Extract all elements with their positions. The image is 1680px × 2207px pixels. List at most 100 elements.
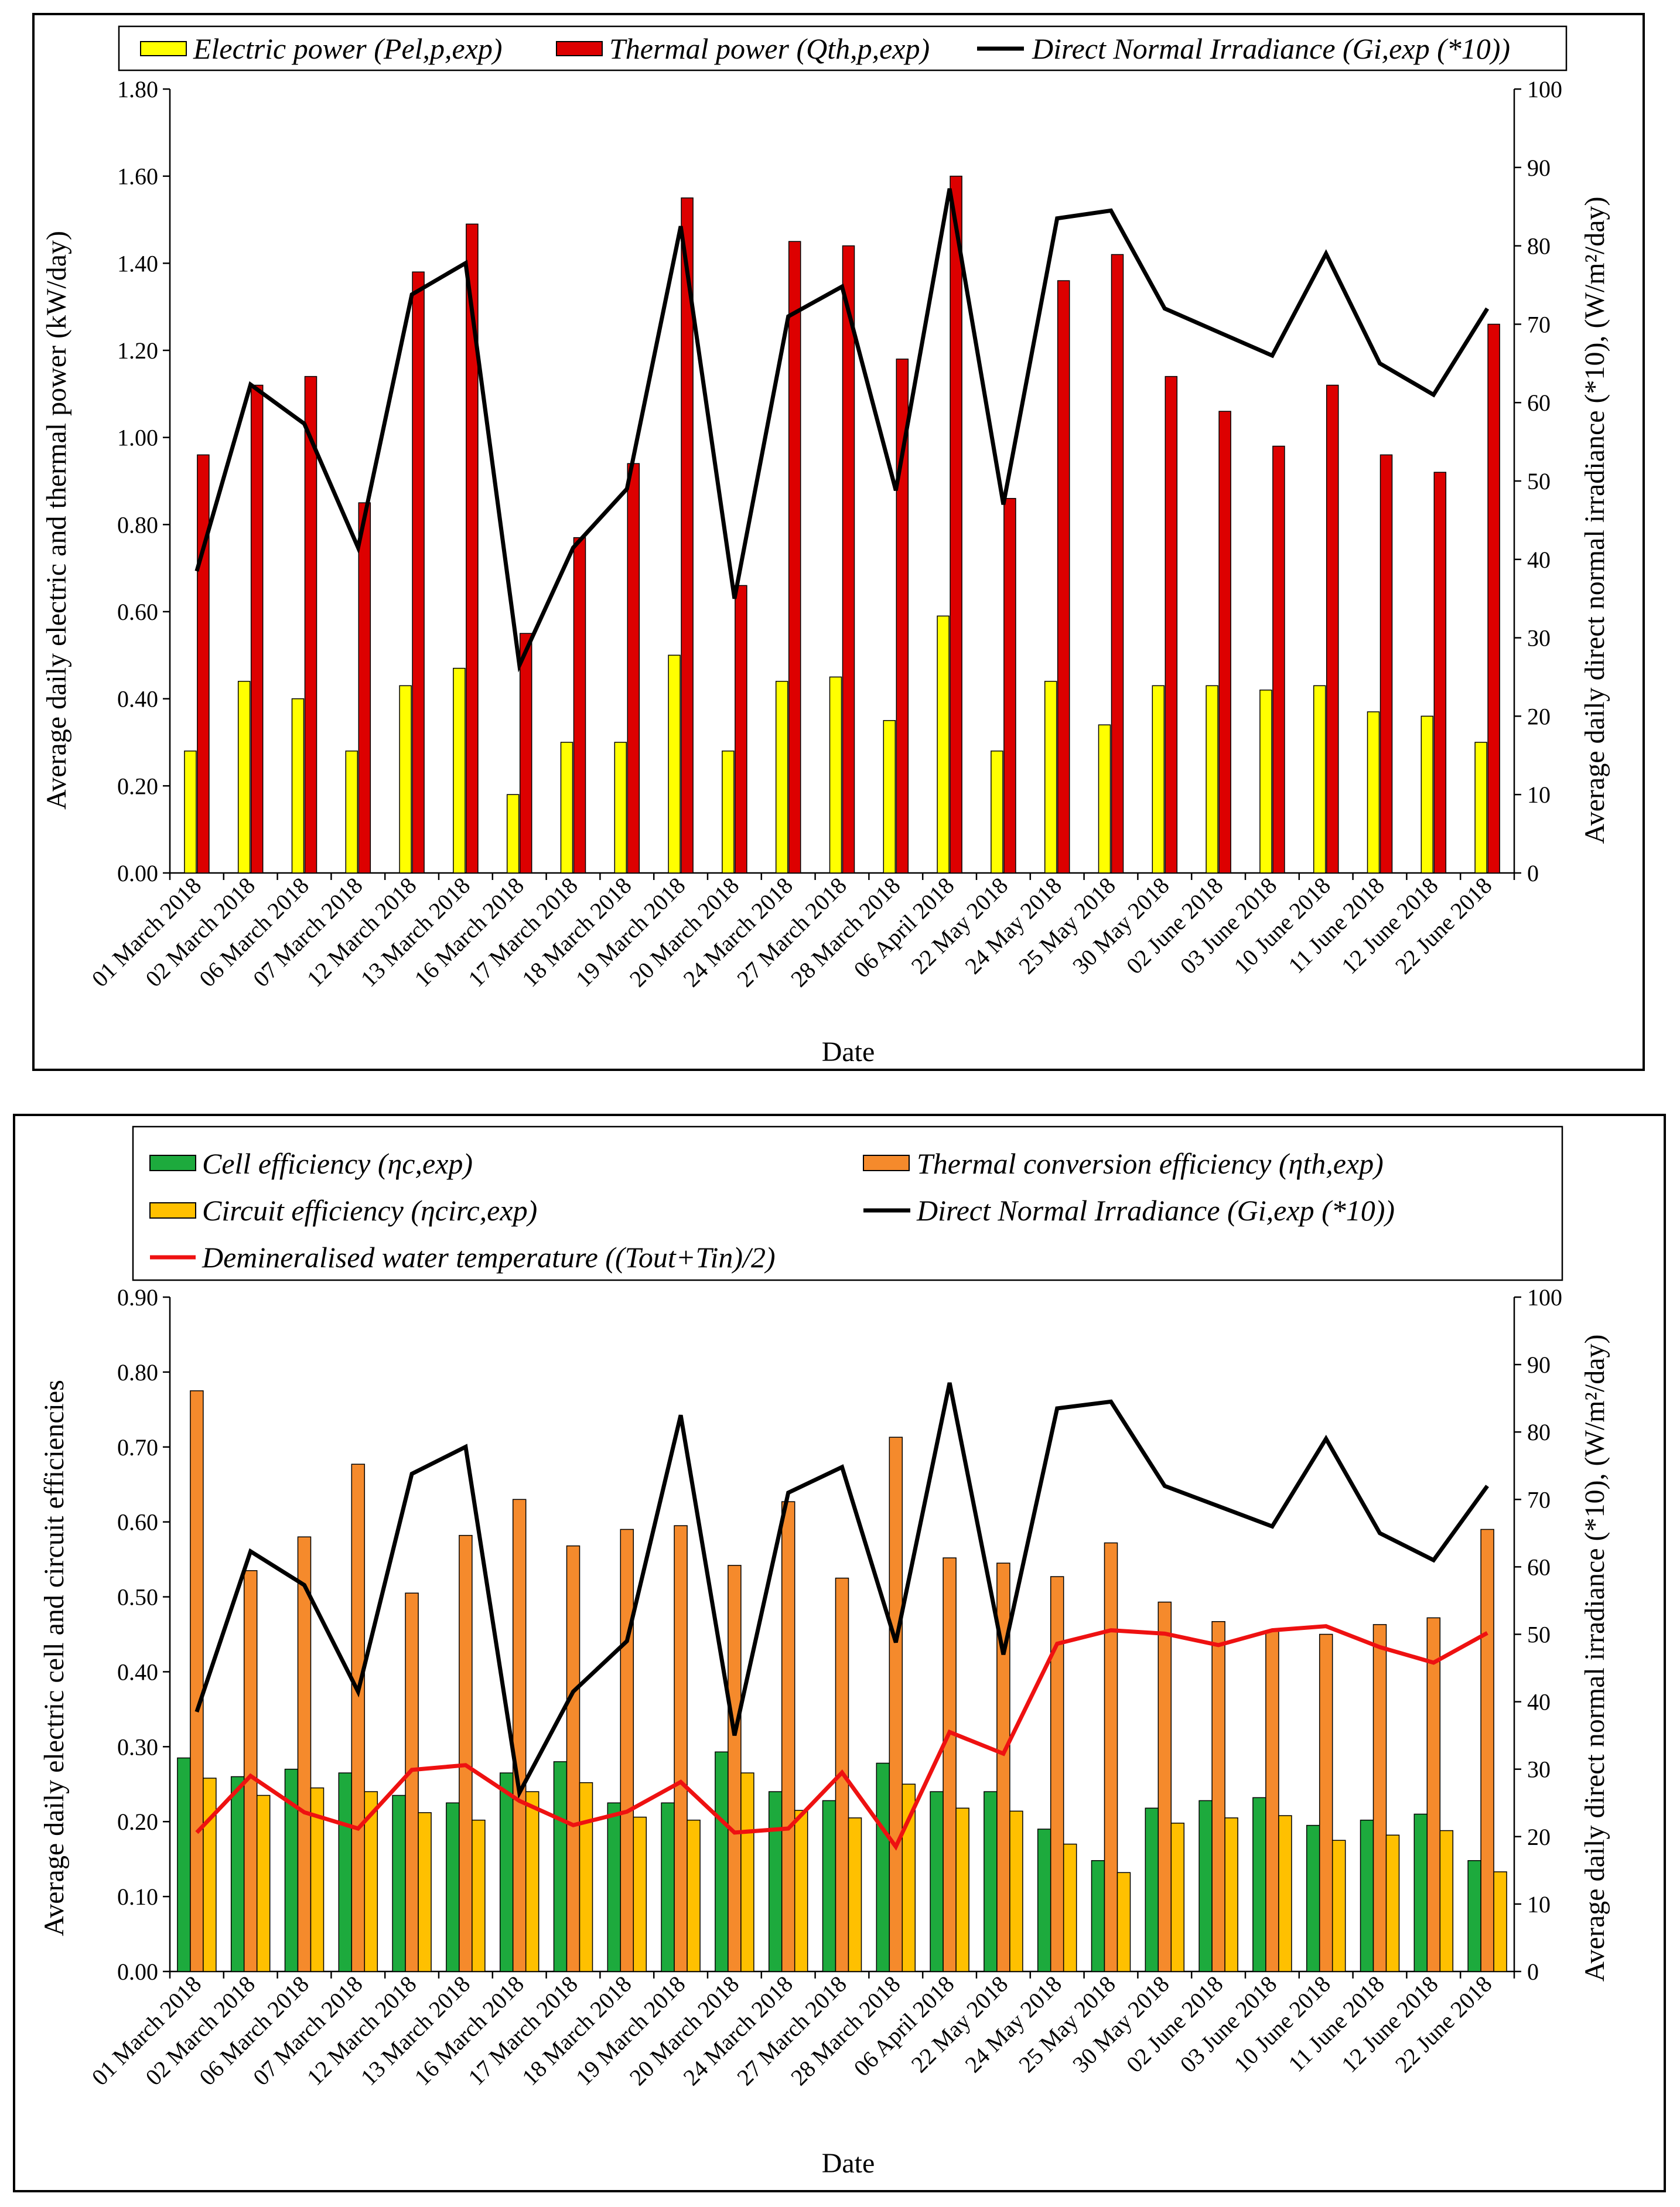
bar-cell-efficiency (1252, 1797, 1266, 1972)
y2-tick-label: 50 (1527, 1622, 1551, 1648)
chart1-legend: Electric power (Pel,p,exp) Thermal power… (118, 25, 1568, 71)
y2-tick-label: 10 (1527, 1891, 1551, 1918)
y-tick-label: 0.60 (117, 1509, 158, 1536)
y2-tick-label: 20 (1527, 1824, 1551, 1850)
bar-thermal-power (412, 271, 425, 874)
bar-circuit-efficiency (256, 1795, 271, 1972)
legend-label-circuit-efficiency: Circuit efficiency (ηcirc,exp) (202, 1194, 537, 1227)
efficiency-chart: Cell efficiency (ηc,exp) Thermal convers… (13, 1114, 1666, 2192)
bar-thermal-conversion-efficiency (889, 1437, 903, 1972)
bar-thermal-power (1218, 411, 1231, 874)
bar-electric-power (1313, 685, 1326, 874)
y-tick-label: 0.00 (117, 1959, 158, 1985)
bar-cell-efficiency (1467, 1860, 1481, 1972)
y2-tick-label: 30 (1527, 625, 1551, 651)
bar-circuit-efficiency (472, 1819, 486, 1972)
bar-thermal-conversion-efficiency (1319, 1633, 1333, 1972)
bar-electric-power (345, 751, 358, 874)
bar-circuit-efficiency (633, 1816, 647, 1972)
bar-electric-power (1367, 711, 1380, 874)
bar-thermal-power (1003, 497, 1016, 874)
bar-thermal-power (842, 245, 855, 874)
bar-electric-power (937, 615, 950, 874)
y-tick-label: 0.40 (117, 686, 158, 712)
bar-thermal-conversion-efficiency (1157, 1601, 1172, 1972)
y2-tick-label: 90 (1527, 1352, 1551, 1378)
bar-circuit-efficiency (955, 1807, 969, 1972)
y2-tick-label: 80 (1527, 1419, 1551, 1445)
bar-thermal-conversion-efficiency (297, 1536, 312, 1972)
bar-thermal-power (197, 454, 210, 874)
bar-thermal-conversion-efficiency (459, 1534, 473, 1972)
bar-cell-efficiency (338, 1772, 353, 1972)
bar-electric-power (1206, 685, 1218, 874)
bar-cell-efficiency (392, 1795, 406, 1972)
bar-electric-power (614, 742, 627, 874)
bar-electric-power (1152, 685, 1165, 874)
bar-thermal-conversion-efficiency (351, 1464, 366, 1972)
legend-label-cell-efficiency: Cell efficiency (ηc,exp) (202, 1147, 473, 1180)
y2-tick-label: 60 (1527, 1554, 1551, 1580)
bar-electric-power (722, 751, 735, 874)
bar-cell-efficiency (177, 1757, 191, 1972)
chart1-y-axis-label: Average daily electric and thermal power… (41, 231, 72, 810)
bar-electric-power (1044, 681, 1057, 874)
bar-thermal-conversion-efficiency (1050, 1576, 1064, 1972)
bar-thermal-conversion-efficiency (996, 1563, 1010, 1972)
bar-circuit-efficiency (1493, 1871, 1507, 1972)
bar-thermal-power (358, 502, 371, 874)
bar-thermal-conversion-efficiency (620, 1529, 634, 1972)
bar-circuit-efficiency (310, 1787, 325, 1972)
y-tick-label: 1.40 (117, 250, 158, 277)
y2-tick-label: 50 (1527, 468, 1551, 494)
y-tick-label: 0.80 (117, 511, 158, 538)
bar-thermal-conversion-efficiency (566, 1545, 581, 1972)
y-tick-label: 1.60 (117, 163, 158, 190)
chart1-y2-axis-label: Average daily direct normal irradiance (… (1579, 196, 1610, 844)
bar-thermal-conversion-efficiency (1104, 1542, 1118, 1972)
legend-label-thermal-conversion-efficiency: Thermal conversion efficiency (ηth,exp) (917, 1147, 1384, 1180)
y2-tick-label: 0 (1527, 860, 1539, 886)
bar-thermal-power (573, 537, 586, 874)
legend-swatch-electric-power (140, 41, 187, 56)
line-demineralised-water-temperature (195, 1624, 1488, 1851)
bar-thermal-power (788, 241, 801, 874)
bar-cell-efficiency (1037, 1829, 1051, 1972)
bar-circuit-efficiency (364, 1791, 378, 1972)
bar-thermal-conversion-efficiency (1372, 1624, 1387, 1972)
bar-circuit-efficiency (1063, 1843, 1077, 1972)
chart2-x-axis-label: Date (822, 2148, 875, 2179)
y-tick-label: 0.20 (117, 1809, 158, 1835)
y2-tick-label: 70 (1527, 311, 1551, 337)
chart2-frame (13, 1114, 1666, 2192)
bar-electric-power (560, 742, 573, 874)
bar-circuit-efficiency (687, 1819, 701, 1972)
bar-thermal-conversion-efficiency (1480, 1529, 1494, 1972)
y2-tick-label: 100 (1527, 1284, 1562, 1311)
bar-electric-power (184, 751, 197, 874)
chart2-y-axis-label: Average daily electric cell and circuit … (39, 1380, 70, 1936)
bar-thermal-power (1111, 254, 1124, 874)
bar-thermal-conversion-efficiency (405, 1592, 419, 1972)
y-tick-label: 0.50 (117, 1584, 158, 1611)
y2-tick-label: 30 (1527, 1756, 1551, 1783)
bar-thermal-conversion-efficiency (674, 1525, 688, 1972)
bar-thermal-conversion-efficiency (781, 1501, 795, 1972)
bar-thermal-power (681, 197, 694, 874)
bar-cell-efficiency (553, 1761, 568, 1972)
chart2-legend: Cell efficiency (ηc,exp) Thermal convers… (132, 1125, 1563, 1281)
bar-thermal-power (1326, 384, 1339, 874)
chart2-plot-area: 0.00 0.10 0.20 0.30 0.40 0.50 0.60 0.70 0.80 0.90… (87, 1284, 1562, 2090)
bar-cell-efficiency (930, 1791, 944, 1972)
bar-circuit-efficiency (1385, 1834, 1400, 1972)
bar-electric-power (506, 794, 520, 874)
y2-tick-label: 60 (1527, 390, 1551, 416)
bar-circuit-efficiency (1116, 1872, 1131, 1972)
y2-tick-label: 20 (1527, 703, 1551, 729)
y-tick-label: 1.00 (117, 425, 158, 451)
bar-cell-efficiency (1306, 1824, 1320, 1972)
chart1-plot-area: 0.00 0.20 0.40 0.60 0.80 1.00 1.20 1.40 1.60 1.80… (87, 76, 1562, 992)
legend-label-electric-power: Electric power (Pel,p,exp) (193, 32, 503, 65)
bar-thermal-conversion-efficiency (190, 1390, 204, 1972)
bar-cell-efficiency (499, 1772, 514, 1972)
